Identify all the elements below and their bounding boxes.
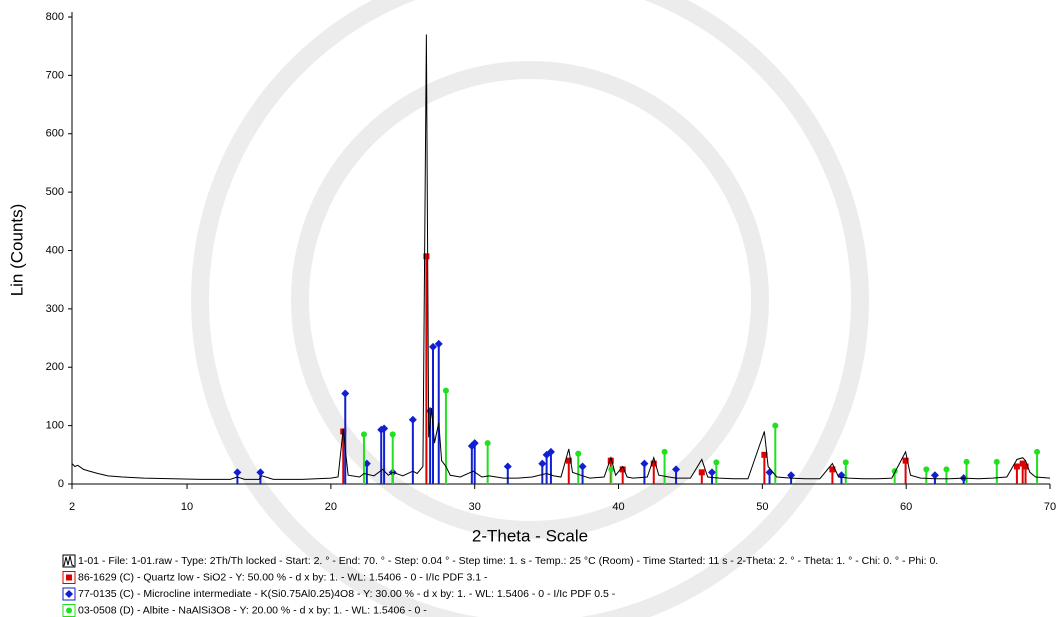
legend-icon — [66, 607, 72, 614]
x-tick-label: 10 — [181, 501, 193, 513]
y-axis-title: Lin (Counts) — [7, 204, 26, 297]
x-tick-label: 20 — [325, 501, 337, 513]
y-tick-label: 800 — [46, 11, 64, 23]
stick-marker — [713, 459, 720, 466]
stick-marker — [428, 342, 437, 351]
stick-marker — [575, 450, 582, 457]
stick-marker — [380, 424, 389, 433]
x-tick-label: 50 — [756, 501, 768, 513]
stick-marker — [503, 462, 512, 471]
stick-marker — [672, 465, 681, 474]
x-axis-title: 2-Theta - Scale — [472, 526, 588, 545]
stick-marker — [578, 462, 587, 471]
stick-marker — [698, 469, 705, 476]
y-tick-label: 400 — [46, 244, 64, 256]
legend-label: 1-01 - File: 1-01.raw - Type: 2Th/Th loc… — [78, 555, 938, 567]
x-tick-label: 30 — [469, 501, 481, 513]
stick-marker — [442, 387, 449, 394]
legend-icon — [63, 555, 75, 567]
x-tick-label: 40 — [612, 501, 624, 513]
y-tick-label: 100 — [46, 420, 64, 432]
stick-marker — [772, 422, 779, 429]
watermark — [191, 0, 869, 617]
stick-marker — [470, 439, 479, 448]
stick-marker — [608, 466, 615, 473]
stick-marker — [341, 389, 350, 398]
stick-marker — [408, 415, 417, 424]
pattern-line — [71, 34, 1051, 480]
stick-marker — [423, 253, 430, 260]
stick-marker — [708, 468, 717, 477]
stick-marker — [661, 448, 668, 455]
y-tick-label: 200 — [46, 361, 64, 373]
stick-marker — [943, 466, 950, 473]
stick-marker — [1022, 463, 1029, 470]
y-tick-label: 700 — [46, 69, 64, 81]
x-tick-label: 70 — [1044, 501, 1056, 513]
legend-label: 03-0508 (D) - Albite - NaAlSi3O8 - Y: 20… — [78, 604, 427, 616]
stick-marker — [842, 459, 849, 466]
legend-label: 77-0135 (C) - Microcline intermediate - … — [78, 588, 616, 600]
y-tick-label: 0 — [58, 478, 64, 490]
stick-marker — [484, 440, 491, 447]
stick-marker — [640, 459, 649, 468]
stick-marker — [565, 457, 572, 464]
x-tick-label: 60 — [900, 501, 912, 513]
stick-marker — [546, 447, 555, 456]
stick-marker — [787, 471, 796, 480]
stick-marker — [434, 339, 443, 348]
x-tick-label: 2 — [69, 501, 75, 513]
y-tick-label: 300 — [46, 303, 64, 315]
stick-marker — [902, 457, 909, 464]
legend-label: 86-1629 (C) - Quartz low - SiO2 - Y: 50.… — [78, 571, 488, 583]
stick-marker — [389, 431, 396, 438]
stick-marker — [930, 471, 939, 480]
stick-marker — [607, 457, 614, 464]
stick-marker — [829, 466, 836, 473]
legend-icon — [65, 590, 73, 598]
stick-marker — [963, 458, 970, 465]
y-tick-label: 500 — [46, 186, 64, 198]
stick-marker — [761, 451, 768, 458]
stick-marker — [1013, 463, 1020, 470]
stick-marker — [233, 468, 242, 477]
stick-marker — [360, 431, 367, 438]
stick-marker — [619, 466, 626, 473]
legend-icon — [66, 574, 72, 581]
stick-marker — [538, 459, 547, 468]
stick-marker — [256, 468, 265, 477]
stick-marker — [1034, 448, 1041, 455]
stick-marker — [993, 458, 1000, 465]
stick-marker — [650, 460, 657, 467]
y-tick-label: 600 — [46, 128, 64, 140]
stick-marker — [923, 466, 930, 473]
